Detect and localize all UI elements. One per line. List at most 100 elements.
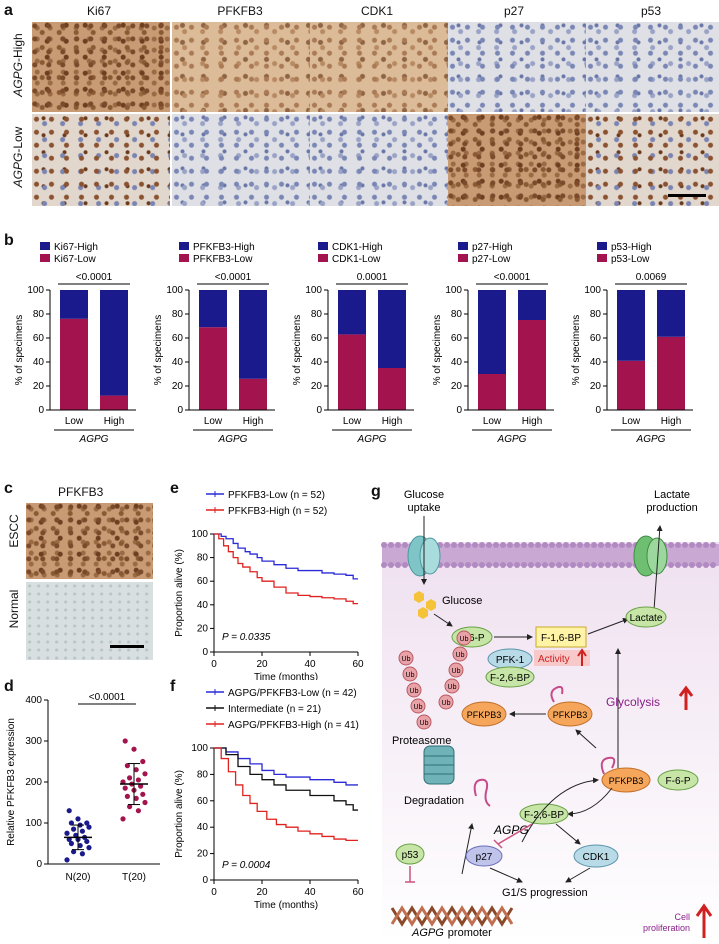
legend-swatch-high <box>458 242 468 250</box>
x-axis-label: Time (months) <box>254 900 318 911</box>
ihc-p53-high <box>586 22 719 112</box>
lipid-head <box>507 542 513 548</box>
glucose-uptake-label: Glucose uptake <box>404 489 444 514</box>
pvalue-label: <0.0001 <box>89 692 126 703</box>
label-escc: ESCC <box>7 514 21 548</box>
lipid-head <box>458 562 464 568</box>
y-tick-label: 100 <box>584 285 601 296</box>
scale-bar-c <box>110 645 144 648</box>
lipid-head <box>528 542 534 548</box>
x-axis-label: AGPG <box>357 434 387 445</box>
lipid-head <box>696 542 702 548</box>
p53-label: p53 <box>402 850 419 861</box>
panel-c-title: PFKFB3 <box>58 485 104 499</box>
lipid-head <box>542 542 548 548</box>
lipid-head <box>479 542 485 548</box>
ihc-p27-high <box>448 22 586 112</box>
cdk1-label: CDK1 <box>583 852 610 863</box>
bar-high-low <box>60 290 88 319</box>
bar-high-high <box>100 290 128 396</box>
lncrna-bound-icon <box>550 685 564 703</box>
data-point <box>64 857 70 863</box>
data-point <box>66 808 72 814</box>
lipid-head <box>703 542 709 548</box>
bar-high-low <box>338 290 366 335</box>
x-tick-label: 0 <box>211 887 217 898</box>
lactate-label: Lactate <box>630 613 663 624</box>
panel-label-e: e <box>170 480 179 497</box>
pvalue-label: P = 0.0335 <box>222 632 271 643</box>
lipid-head <box>388 542 394 548</box>
scale-bar <box>668 194 706 197</box>
data-point <box>131 746 137 752</box>
y-tick-label: 80 <box>451 309 463 320</box>
y-tick-label: 100 <box>191 743 208 754</box>
glucose-label: Glucose <box>442 595 482 607</box>
pvalue-label: 0.0001 <box>357 272 388 283</box>
row-header-agpg-high: AGPG-High <box>11 33 25 97</box>
lipid-head <box>710 542 716 548</box>
x-axis-label: AGPG <box>636 434 666 445</box>
survival-curve <box>214 533 358 580</box>
y-tick-label: 40 <box>590 357 602 368</box>
x-axis-label: Time (months) <box>254 672 318 680</box>
legend-label-high: p53-High <box>611 242 652 253</box>
lipid-head <box>549 562 555 568</box>
y-tick-label: 60 <box>172 333 184 344</box>
data-point <box>79 828 85 834</box>
lipid-head <box>402 542 408 548</box>
y-tick-label: 20 <box>33 381 45 392</box>
x-axis-label: AGPG <box>218 434 248 445</box>
data-point <box>120 779 126 785</box>
lipid-head <box>563 542 569 548</box>
ubiquitin-icon <box>398 650 414 666</box>
data-point <box>133 795 139 801</box>
y-tick-label: 40 <box>172 357 184 368</box>
bar-high-low <box>478 290 506 374</box>
lipid-head <box>696 562 702 568</box>
lipid-head <box>528 562 534 568</box>
x-tick-label: N(20) <box>65 872 90 883</box>
y-axis-label: % of specimens <box>153 315 164 386</box>
data-point <box>71 849 77 855</box>
ubiquitin-icon <box>410 698 426 714</box>
y-tick-label: 20 <box>451 381 463 392</box>
dna-strand <box>390 905 514 927</box>
pfkpb3-center-node <box>601 767 651 793</box>
legend-swatch-high <box>318 242 328 250</box>
col-header-ki67: Ki67 <box>86 4 112 18</box>
g1s-label: G1/S progression <box>502 887 588 899</box>
pvalue-label: <0.0001 <box>76 272 113 283</box>
lipid-head <box>563 562 569 568</box>
bar-high-high <box>378 290 406 368</box>
bar-low-low <box>60 318 88 410</box>
lipid-head <box>521 542 527 548</box>
ihc-ki67-low <box>32 114 170 206</box>
p27-label: p27 <box>476 852 493 863</box>
x-tick-label: T(20) <box>122 872 146 883</box>
lipid-head <box>584 562 590 568</box>
x-tick-label: 40 <box>304 659 316 670</box>
y-tick-label: 0 <box>316 405 322 416</box>
x-axis-label: AGPG <box>79 434 109 445</box>
data-point <box>127 804 133 810</box>
panel-label-c: c <box>4 480 13 497</box>
agpg-label: AGPG <box>493 823 529 837</box>
ubiquitin-label: Ub <box>410 688 419 695</box>
y-tick-label: 60 <box>197 796 209 807</box>
pfkpb3-right-node <box>547 701 593 727</box>
bar-low-low <box>199 327 227 410</box>
lipid-head <box>619 542 625 548</box>
y-tick-label: 0 <box>177 405 183 416</box>
y-tick-label: 80 <box>33 309 45 320</box>
data-point <box>124 793 130 799</box>
f16bp-node <box>535 626 587 648</box>
ubiquitin-icon <box>448 662 464 678</box>
lipid-head <box>689 562 695 568</box>
legend-label: AGPG/PFKFB3-High (n = 41) <box>228 720 359 731</box>
legend-label-high: Ki67-High <box>54 242 98 253</box>
lipid-head <box>500 562 506 568</box>
panel-d-scatter: 0 100 200 300 400 Relative PFKFB3 expression <… <box>6 692 160 883</box>
y-tick-label: 60 <box>197 576 209 587</box>
